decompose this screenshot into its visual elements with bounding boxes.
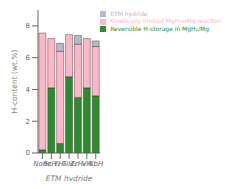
svg-text:ScH₂: ScH₂ [43,160,60,168]
svg-text:YH₃: YH₃ [54,160,67,168]
svg-text:2: 2 [26,118,30,126]
svg-text:6: 6 [26,54,31,62]
html-text:Kinetically limited MgH₂↔Mg re: Kinetically limited MgH₂↔Mg reaction [110,17,222,25]
svg-text:ZrH₂: ZrH₂ [70,160,86,168]
svg-text:8: 8 [26,22,30,30]
html-text:Reversible H-storage in MgH₂/M: Reversible H-storage in MgH₂/Mg [110,24,209,32]
svg-text:VH: VH [81,160,92,168]
svg-text:H-content (wt.%): H-content (wt.%) [10,49,19,113]
svg-text:NbH: NbH [88,160,104,168]
svg-text:ETM hydride: ETM hydride [46,174,93,181]
html-text:ETM hydride: ETM hydride [110,10,148,17]
svg-text:0: 0 [26,149,30,157]
svg-text:4: 4 [26,86,31,94]
